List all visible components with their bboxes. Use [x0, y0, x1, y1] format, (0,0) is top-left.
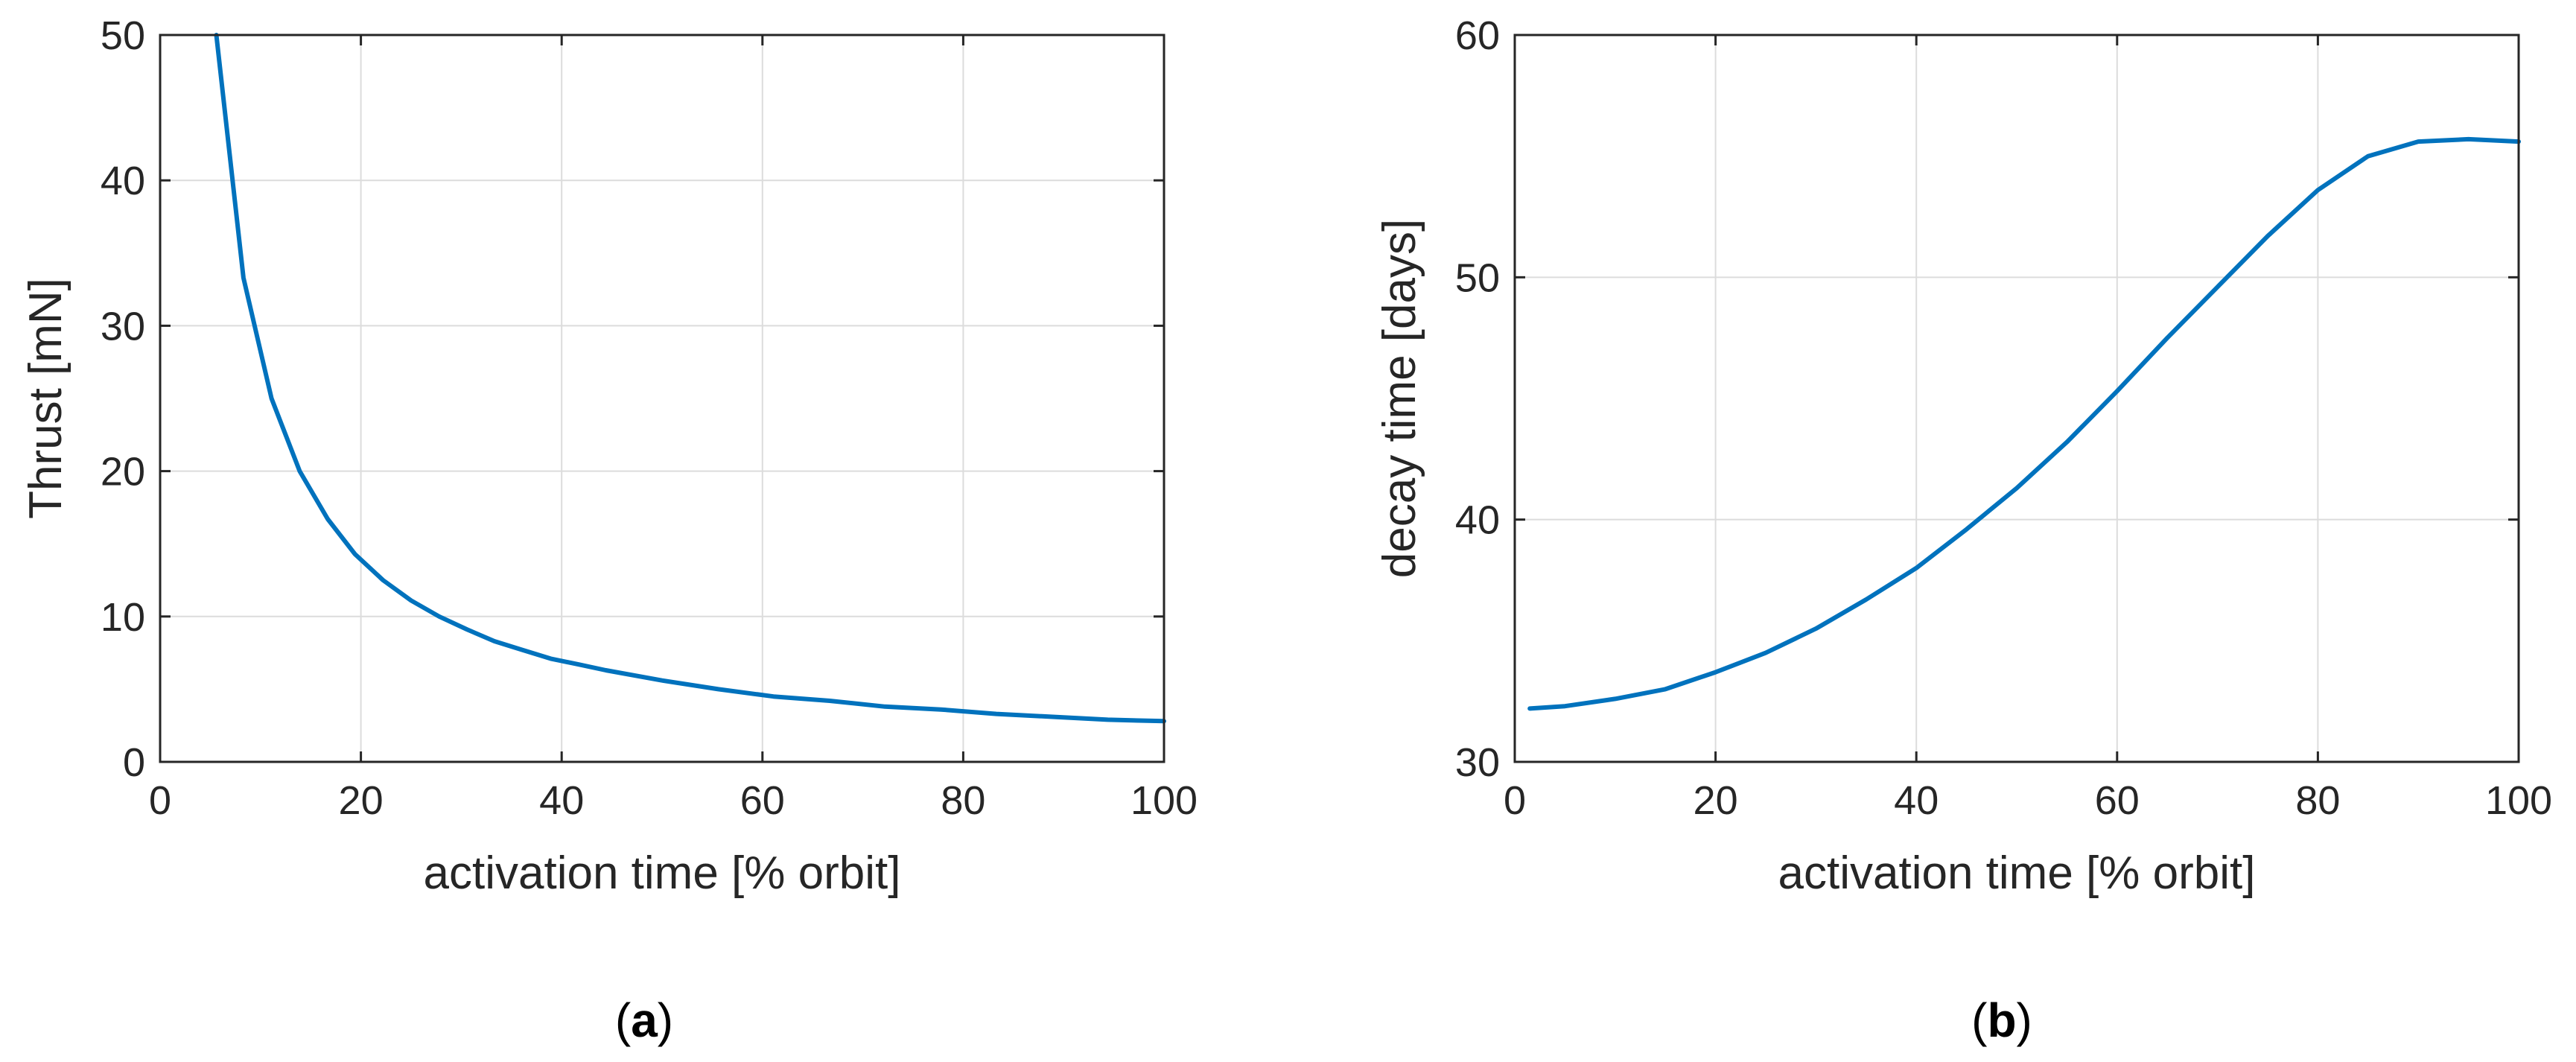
y-tick-label: 30: [1455, 740, 1500, 785]
plot-area: [1515, 35, 2519, 762]
y-axis-label: Thrust [mN]: [20, 278, 71, 519]
panel-caption: (a): [615, 993, 673, 1047]
caption-paren-open: (: [1971, 993, 1987, 1047]
x-tick-label: 100: [2485, 778, 2552, 823]
caption-letter: b: [1987, 993, 2016, 1047]
y-tick-label: 50: [101, 13, 145, 58]
y-tick-label: 50: [1455, 255, 1500, 300]
y-axis-label: decay time [days]: [1374, 219, 1425, 578]
x-tick-label: 40: [1894, 778, 1939, 823]
series-line: [214, 33, 1166, 724]
x-axis-label: activation time [% orbit]: [1778, 848, 2256, 899]
axes-frame: [159, 34, 1165, 763]
y-tick-label: 0: [123, 740, 145, 785]
x-tick-label: 60: [740, 778, 785, 823]
x-tick-label: 80: [2295, 778, 2340, 823]
y-tick-label: 20: [101, 450, 145, 495]
x-tick-label: 20: [1694, 778, 1738, 823]
caption-paren-close: ): [2017, 993, 2032, 1047]
axes-frame: [1513, 34, 2520, 763]
plot-area: [160, 35, 1164, 762]
x-tick-label: 0: [149, 778, 171, 823]
caption-letter: a: [631, 993, 658, 1047]
x-tick-label: 100: [1130, 778, 1198, 823]
y-tick-label: 60: [1455, 13, 1500, 58]
x-tick-label: 0: [1504, 778, 1526, 823]
chart-panel-a: 0 20 40 60 80 100 0 10 20 30 40 50 activation time […: [20, 13, 1198, 1047]
x-tick-label: 40: [539, 778, 584, 823]
y-tick-label: 40: [1455, 498, 1500, 543]
caption-paren-open: (: [615, 993, 631, 1047]
chart-panel-b: 0 20 40 60 80 100 30 40 50 60 activation time [% o…: [1374, 13, 2552, 1047]
y-tick-label: 40: [101, 159, 145, 203]
y-tick-label: 10: [101, 595, 145, 640]
x-tick-label: 20: [339, 778, 384, 823]
series-line: [1527, 136, 2521, 711]
panel-caption: (b): [1971, 993, 2032, 1047]
caption-paren-close: ): [658, 993, 673, 1047]
x-axis-label: activation time [% orbit]: [424, 848, 901, 899]
y-tick-label: 30: [101, 304, 145, 349]
x-tick-label: 60: [2095, 778, 2140, 823]
x-tick-label: 80: [941, 778, 985, 823]
